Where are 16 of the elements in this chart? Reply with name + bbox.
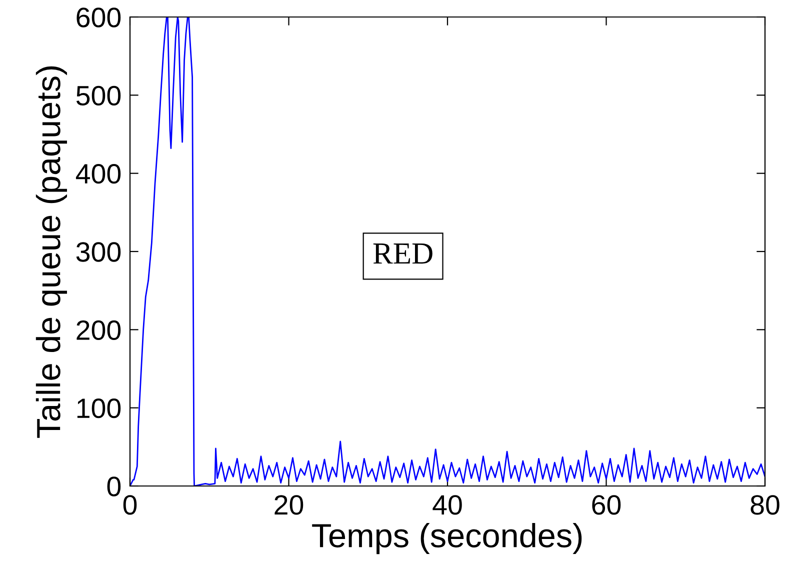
y-tick-label: 100 — [77, 398, 121, 418]
y-tick-label: 200 — [76, 320, 121, 340]
y-tick-label: 300 — [76, 242, 121, 262]
x-tick-label: 60 — [592, 495, 621, 515]
y-tick-label: 500 — [76, 86, 121, 106]
y-tick-label: 400 — [76, 164, 121, 184]
x-tick-label: 20 — [274, 495, 304, 515]
x-tick-label: 0 — [123, 495, 137, 515]
x-axis-title: Temps (secondes) — [312, 523, 582, 554]
x-tick-label: 40 — [432, 495, 462, 515]
y-tick-label: 600 — [76, 8, 121, 28]
annotation: RED — [373, 244, 432, 264]
y-tick-label: 0 — [107, 476, 121, 496]
y-axis-title: Taille de queue (paquets) — [36, 66, 67, 438]
x-tick-label: 80 — [750, 495, 780, 515]
line-series — [130, 17, 765, 486]
